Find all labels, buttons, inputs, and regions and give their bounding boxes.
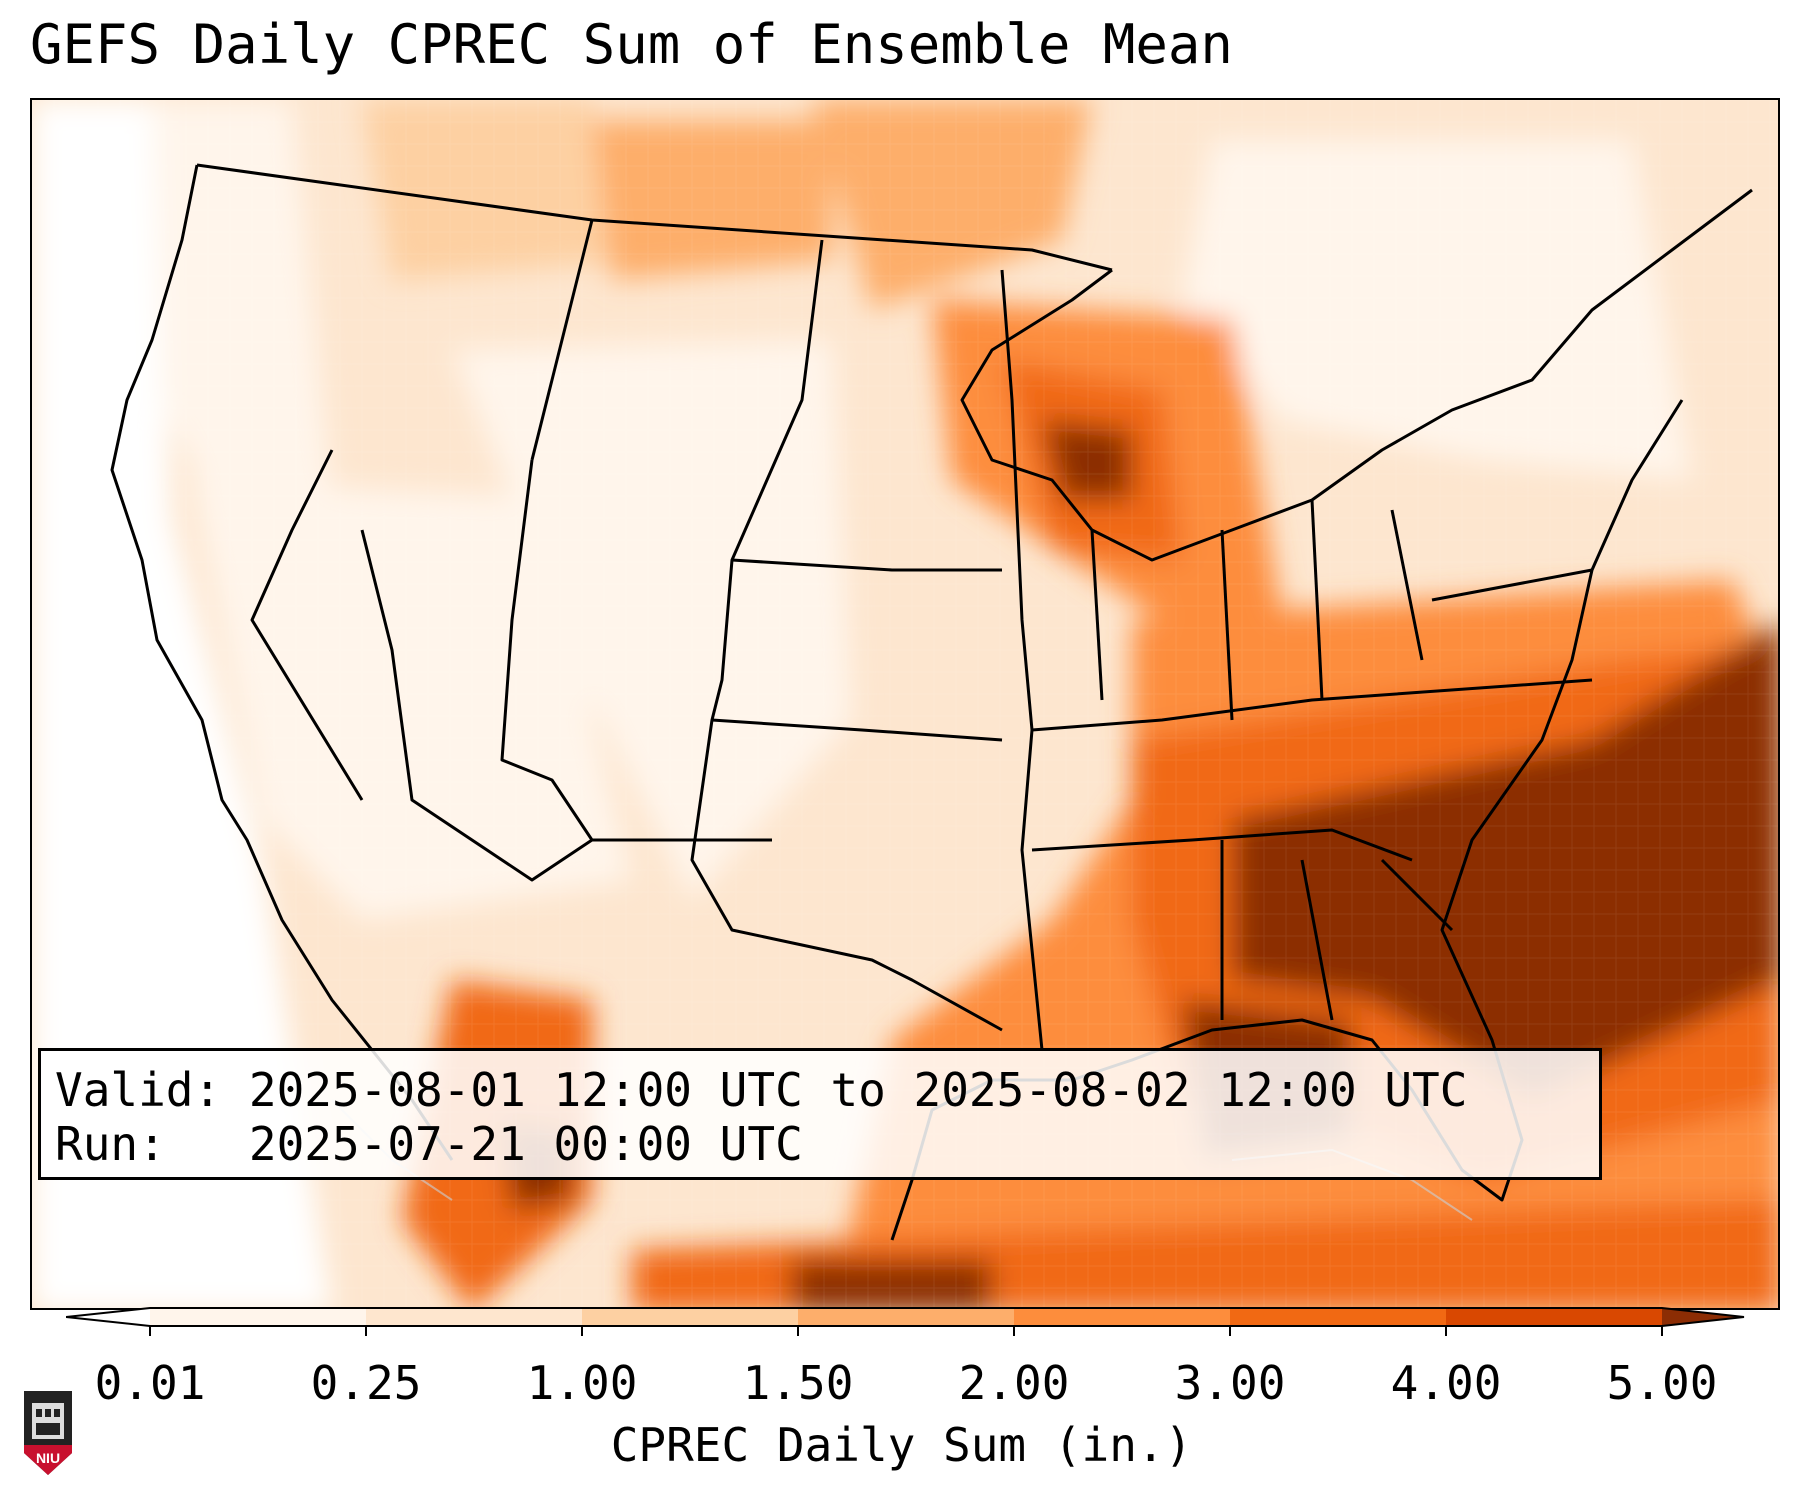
colorbar-segment bbox=[1446, 1308, 1662, 1326]
valid-run-infobox: Valid: 2025-08-01 12:00 UTC to 2025-08-0… bbox=[38, 1048, 1602, 1180]
colorbar-tick-label: 0.01 bbox=[94, 1356, 206, 1410]
valid-value: 2025-08-01 12:00 UTC to 2025-08-02 12:00… bbox=[248, 1063, 1468, 1117]
colorbar-segment bbox=[582, 1308, 798, 1326]
colorbar bbox=[66, 1307, 1745, 1336]
run-label: Run: bbox=[55, 1117, 166, 1171]
colorbar-arrow-low bbox=[66, 1308, 150, 1326]
colorbar-tick-label: 5.00 bbox=[1606, 1356, 1718, 1410]
map-title: GEFS Daily CPREC Sum of Ensemble Mean bbox=[30, 13, 1233, 76]
niu-logo-icon: NIU bbox=[24, 1391, 72, 1475]
valid-label: Valid: bbox=[55, 1063, 222, 1117]
colorbar-label: CPREC Daily Sum (in.) bbox=[610, 1418, 1193, 1472]
colorbar-tick-label: 3.00 bbox=[1174, 1356, 1286, 1410]
colorbar-segment bbox=[1014, 1308, 1230, 1326]
run-value: 2025-07-21 00:00 UTC bbox=[248, 1117, 803, 1171]
colorbar-arrow-high bbox=[1662, 1308, 1744, 1326]
colorbar-tick-label: 2.00 bbox=[958, 1356, 1070, 1410]
colorbar-tick-label: 1.00 bbox=[526, 1356, 638, 1410]
colorbar-tick-label: 1.50 bbox=[742, 1356, 854, 1410]
svg-text:NIU: NIU bbox=[36, 1450, 60, 1466]
colorbar-segment bbox=[798, 1308, 1014, 1326]
colorbar-segment bbox=[150, 1308, 366, 1326]
colorbar-tick-label: 0.25 bbox=[310, 1356, 422, 1410]
colorbar-tick-label: 4.00 bbox=[1390, 1356, 1502, 1410]
colorbar-segment bbox=[366, 1308, 582, 1326]
colorbar-segment bbox=[1230, 1308, 1446, 1326]
